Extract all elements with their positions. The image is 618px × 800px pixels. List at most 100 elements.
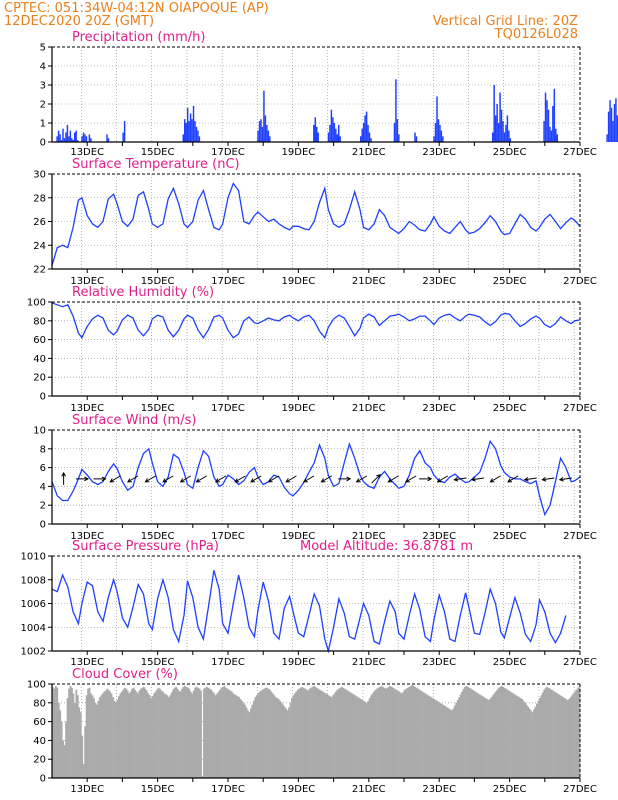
precip-bar [263, 90, 265, 142]
x-tick-label: 19DEC [282, 276, 316, 287]
cloud-bar [78, 707, 81, 778]
cloud-bar [446, 707, 449, 778]
wind-arrow [419, 476, 433, 482]
cloud-bar [423, 692, 425, 778]
precip-bar [494, 115, 497, 142]
cloud-bar [298, 688, 301, 778]
cloud-bar [62, 740, 65, 778]
wind-arrow [405, 475, 417, 483]
cloud-bar [151, 696, 154, 778]
cloud-bar [283, 706, 286, 778]
cloud-bar [192, 690, 195, 778]
precip-bar [189, 113, 192, 142]
wind-arrow [234, 475, 246, 483]
cloud-bar [123, 687, 126, 778]
cloud-bar [361, 699, 364, 778]
x-tick-label: 15DEC [141, 147, 175, 158]
cloud-bar [219, 689, 221, 778]
precip-bar [503, 132, 506, 142]
precip-bar [81, 136, 83, 142]
cloud-bar [547, 687, 550, 778]
cloud-bar [349, 692, 352, 778]
precip-bar [69, 130, 72, 142]
cloud-bar [439, 702, 441, 778]
panel-5: Cloud Cover (%) 0 20 40 60 80 100 13DEC 15DEC 17D… [27, 667, 597, 795]
cloud-bar [505, 688, 507, 778]
cloud-bar [453, 705, 456, 778]
cloud-bar [126, 690, 129, 778]
cloud-bar [470, 688, 472, 778]
precip-bar [123, 121, 126, 142]
precip-bar [198, 136, 201, 142]
cloud-bar [148, 695, 151, 778]
cloud-bar [179, 691, 182, 778]
cloud-bar [562, 697, 565, 778]
x-tick-label: 23DEC [422, 657, 456, 668]
precip-bar [615, 98, 617, 142]
cloud-bar [169, 695, 172, 778]
cloud-bar [236, 696, 239, 778]
cloud-bar [263, 688, 265, 778]
precip-bar [60, 140, 63, 142]
cloud-bar [409, 685, 412, 778]
precip-bar [68, 136, 70, 142]
cloud-bar [247, 710, 249, 778]
cloud-bar [461, 691, 463, 778]
precip-bar [492, 132, 494, 142]
precip-bar [330, 109, 333, 142]
wind-arrow [195, 475, 207, 483]
cloud-bar [354, 695, 356, 778]
cloud-bar [340, 686, 343, 778]
cloud-bar [456, 699, 459, 778]
cloud-bar [98, 697, 101, 778]
cloud-bar [191, 693, 194, 778]
cloud-bar [452, 708, 455, 778]
precip-bar [364, 115, 366, 142]
cloud-bar [208, 688, 211, 778]
panel-title: Surface Wind (m/s) [72, 413, 196, 428]
y-tick-label: 0 [40, 520, 46, 531]
x-tick-label: 19DEC [282, 403, 316, 414]
cloud-bar [499, 686, 502, 778]
precip-bar [395, 79, 397, 142]
cloud-bar [128, 693, 131, 778]
cloud-bar [112, 697, 114, 778]
cloud-bar [475, 692, 478, 778]
cloud-bar [563, 698, 566, 778]
y-tick-label: 3 [40, 81, 46, 92]
precip-bar [185, 123, 187, 142]
cloud-bar [565, 699, 568, 778]
cloud-bar [97, 700, 100, 778]
cloud-bar [541, 692, 544, 778]
x-tick-label: 25DEC [493, 276, 527, 287]
cloud-bar [85, 695, 88, 778]
precip-bar [362, 123, 365, 142]
wind-arrow [250, 475, 262, 483]
cloud-bar [308, 688, 311, 778]
y-tick-label: 5 [40, 43, 46, 54]
wind-arrow [355, 475, 368, 483]
cloud-bar [402, 691, 405, 778]
x-tick-label: 23DEC [422, 147, 456, 158]
cloud-bar [84, 726, 87, 778]
cloud-bar [430, 697, 433, 778]
cloud-bar [494, 691, 497, 778]
x-tick-label: 21DEC [352, 657, 386, 668]
y-tick-label: 2 [40, 501, 46, 512]
x-tick-label: 15DEC [141, 276, 175, 287]
cloud-bar [69, 685, 72, 778]
panel-3: Surface Wind (m/s) 0 2 4 6 8 10 13DEC 15DEC 17DEC… [33, 413, 597, 542]
cloud-bar [170, 692, 173, 778]
cloud-bar [571, 695, 573, 778]
precip-bar [107, 138, 110, 142]
cloud-bar [538, 698, 541, 778]
y-tick-label: 4 [40, 482, 46, 493]
x-tick-label: 23DEC [422, 276, 456, 287]
x-tick-label: 17DEC [211, 403, 245, 414]
cloud-bar [250, 708, 252, 778]
x-tick-label: 17DEC [211, 657, 245, 668]
y-tick-label: 26 [33, 217, 46, 228]
cloud-bar [75, 689, 78, 778]
cloud-bar [251, 704, 254, 778]
cloud-bar [272, 693, 274, 778]
